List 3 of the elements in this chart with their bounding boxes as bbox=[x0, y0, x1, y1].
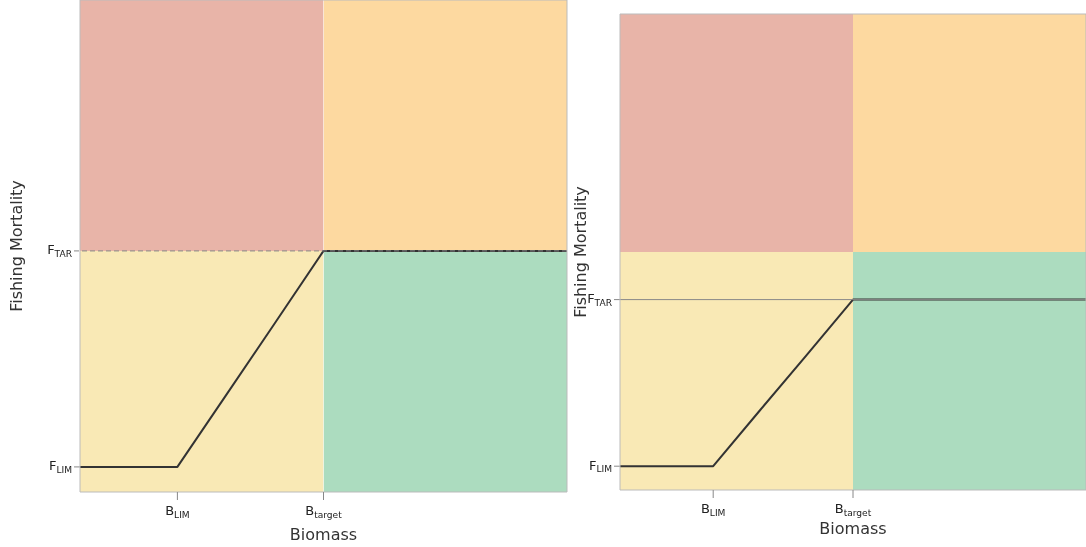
x-axis-title: Biomass bbox=[819, 519, 887, 539]
x-axis-title: Biomass bbox=[289, 525, 358, 545]
y-axis-title: Fishing Mortality bbox=[7, 180, 27, 312]
